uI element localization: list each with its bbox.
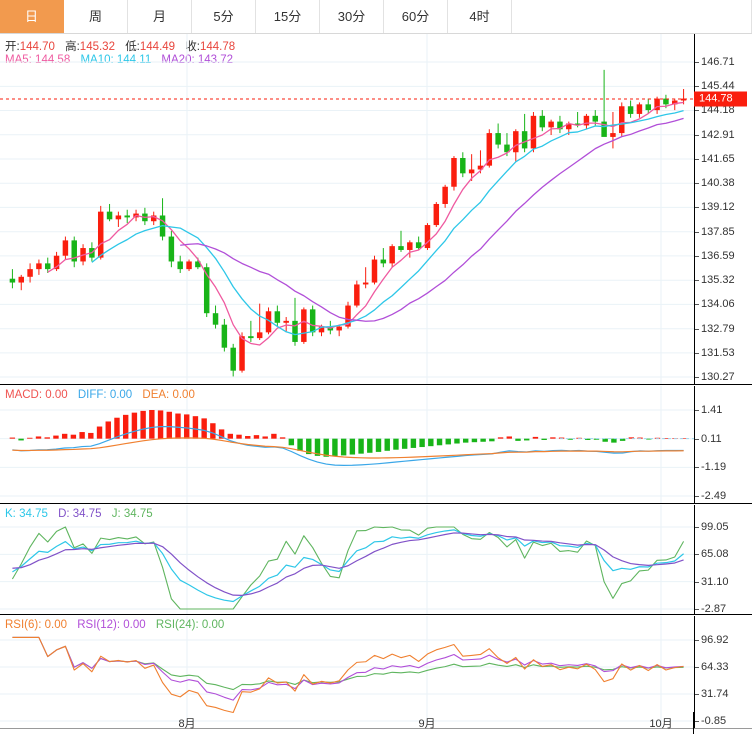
tab-4时[interactable]: 4时	[448, 0, 512, 33]
macd-axis-tick: -1.19	[695, 461, 726, 473]
macd-axis-tick: 0.11	[695, 433, 722, 445]
macd-plot-area[interactable]	[0, 386, 694, 503]
macd-value: 0.00	[45, 389, 68, 401]
last-price-badge: 144.78	[694, 91, 747, 107]
price-axis: 146.71 145.44 144.18 142.91 141.65 140.38 139.…	[694, 34, 752, 384]
tab-周[interactable]: 周	[64, 0, 128, 33]
rsi-axis-tick: 64.33	[695, 661, 729, 673]
price-axis-tick: 141.65	[695, 153, 735, 165]
tabbar-filler	[512, 0, 752, 33]
low-value: 144.49	[139, 41, 176, 53]
ohlc-legend: 开:144.70 高:145.32 低:144.49 收:144.78	[5, 38, 235, 54]
diff-label: DIFF:	[77, 389, 107, 401]
kdj-legend: K: 34.75 D: 34.75 J: 34.75	[5, 508, 153, 520]
tab-60分[interactable]: 60分	[384, 0, 448, 33]
rsi6-value: 0.00	[44, 619, 68, 631]
price-axis-tick: 144.18	[695, 104, 735, 116]
kdj-axis-tick: 99.05	[695, 521, 729, 533]
d-value: 34.75	[72, 508, 102, 520]
rsi-legend: RSI(6): 0.00 RSI(12): 0.00 RSI(24): 0.00	[5, 619, 224, 631]
dea-value: 0.00	[172, 389, 195, 401]
high-value: 145.32	[79, 41, 115, 53]
date-axis: 8月 9月 10月	[0, 712, 752, 734]
d-label: D:	[58, 508, 70, 520]
price-plot-area[interactable]	[0, 34, 694, 384]
kdj-axis-tick: 31.10	[695, 576, 729, 588]
price-axis-tick: 130.27	[695, 371, 735, 383]
rsi-axis-tick: 31.74	[695, 688, 729, 700]
ma20-value: 143.72	[197, 54, 234, 66]
rsi12-label: RSI(12):	[77, 619, 121, 631]
date-axis-label: 9月	[418, 718, 436, 730]
j-label: J:	[111, 508, 121, 520]
j-value: 34.75	[123, 508, 153, 520]
price-axis-tick: 134.06	[695, 298, 735, 310]
tab-30分[interactable]: 30分	[320, 0, 384, 33]
kdj-axis: 99.05 65.08 31.10 -2.87	[694, 505, 752, 615]
macd-axis-tick: 1.41	[695, 404, 722, 416]
kdj-plot-area[interactable]	[0, 505, 694, 614]
rsi12-value: 0.00	[123, 619, 146, 631]
tab-月[interactable]: 月	[128, 0, 192, 33]
macd-legend: MACD: 0.00 DIFF: 0.00 DEA: 0.00	[5, 389, 195, 401]
price-axis-tick: 142.91	[695, 129, 735, 141]
dea-label: DEA:	[142, 389, 170, 401]
price-axis-tick: 135.32	[695, 274, 735, 286]
timeframe-tabbar: 日周月 5分 15分 30分 60分 4时	[0, 0, 752, 34]
date-axis-label: 8月	[178, 718, 196, 730]
k-label: K:	[5, 508, 16, 520]
price-axis-tick: 136.59	[695, 250, 735, 262]
date-axis-label: 10月	[649, 718, 673, 730]
price-axis-tick: 131.53	[695, 347, 735, 359]
price-axis-tick: 137.85	[695, 226, 735, 238]
diff-value: 0.00	[109, 389, 133, 401]
rsi24-label: RSI(24):	[155, 619, 199, 631]
axis-separator	[693, 712, 694, 734]
price-panel: 146.71 145.44 144.18 142.91 141.65 140.38 139.…	[0, 34, 752, 385]
rsi-axis-tick: 96.92	[695, 634, 729, 646]
ma5-label: MA5:	[5, 54, 32, 66]
rsi24-value: 0.00	[201, 619, 225, 631]
macd-panel: MACD: 0.00 DIFF: 0.00 DEA: 0.00 1.41 0.11…	[0, 386, 752, 504]
open-label: 开:	[5, 41, 20, 53]
macd-label: MACD:	[5, 389, 43, 401]
kdj-axis-tick: -2.87	[695, 603, 726, 615]
rsi-plot-area[interactable]	[0, 616, 694, 728]
price-axis-tick: 140.38	[695, 177, 735, 189]
low-label: 低:	[125, 41, 140, 53]
tab-5分[interactable]: 5分	[192, 0, 256, 33]
ma20-label: MA20:	[161, 54, 195, 66]
rsi-panel: RSI(6): 0.00 RSI(12): 0.00 RSI(24): 0.00…	[0, 616, 752, 729]
moving-average-legend: MA5: 144.58 MA10: 144.11 MA20: 143.72	[5, 54, 233, 66]
rsi-axis: 96.92 64.33 31.74 -0.85	[694, 616, 752, 728]
ma10-label: MA10:	[80, 54, 114, 66]
k-value: 34.75	[19, 508, 48, 520]
close-value: 144.78	[199, 41, 236, 53]
price-axis-tick: 139.12	[695, 201, 735, 213]
macd-axis-tick: -2.49	[695, 490, 726, 502]
price-axis-tick: 145.44	[695, 80, 735, 92]
rsi-axis-tick: -0.85	[695, 715, 726, 727]
open-value: 144.70	[19, 41, 55, 53]
close-label: 收:	[185, 41, 200, 53]
price-axis-tick: 146.71	[695, 56, 735, 68]
ma10-value: 144.11	[116, 54, 152, 66]
kdj-panel: K: 34.75 D: 34.75 J: 34.75 99.05 65.08 31.…	[0, 505, 752, 615]
price-axis-tick: 132.79	[695, 323, 735, 335]
macd-axis: 1.41 0.11 -1.19 -2.49	[694, 386, 752, 503]
kdj-axis-tick: 65.08	[695, 548, 729, 560]
tab-日[interactable]: 日	[0, 0, 64, 33]
ma5-value: 144.58	[35, 54, 71, 66]
rsi6-label: RSI(6):	[5, 619, 42, 631]
high-label: 高:	[65, 41, 80, 53]
tab-15分[interactable]: 15分	[256, 0, 320, 33]
